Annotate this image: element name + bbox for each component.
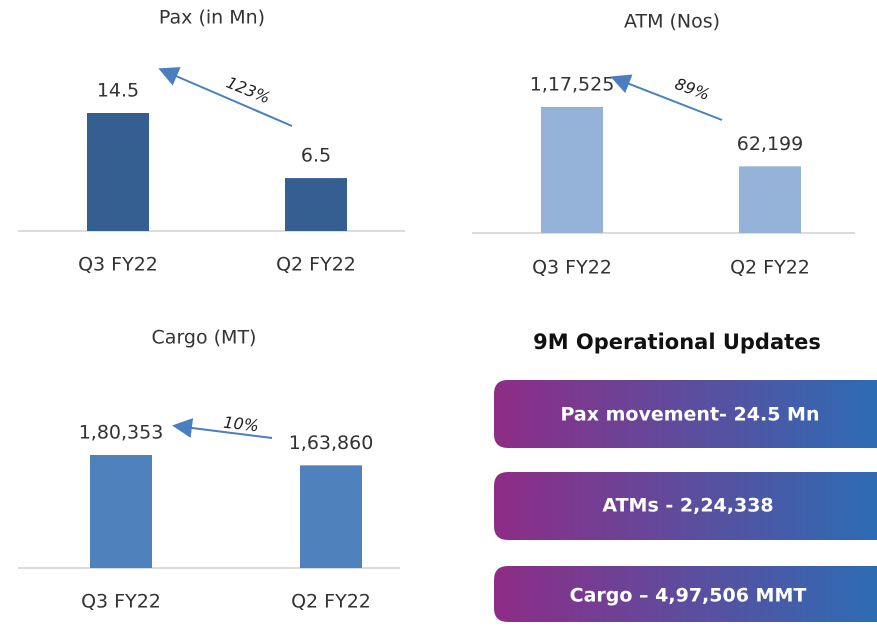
chart-title: Cargo (MT) [152,327,257,349]
category-label: Q2 FY22 [276,254,356,276]
panel-title: 9M Operational Updates [533,330,821,354]
update-box [494,380,877,448]
bar [300,465,362,568]
bar [285,178,347,231]
update-text: Pax movement- 24.5 Mn [561,404,820,426]
chart-title: ATM (Nos) [624,11,720,33]
growth-annotation: 89% [672,74,712,104]
value-label: 1,63,860 [289,432,374,454]
update-text: Cargo – 4,97,506 MMT [570,585,807,607]
value-label: 62,199 [737,133,803,155]
growth-annotation: 10% [222,413,259,436]
trend-arrow [610,74,723,121]
chart-title: Pax (in Mn) [159,7,265,29]
category-label: Q3 FY22 [81,591,161,613]
category-label: Q3 FY22 [78,254,158,276]
growth-annotation: 123% [224,73,274,108]
value-label: 6.5 [301,145,331,167]
value-label: 1,17,525 [530,74,615,96]
bar [90,455,152,568]
category-label: Q3 FY22 [532,257,612,279]
update-box [494,566,877,622]
update-text: ATMs - 2,24,338 [602,495,773,517]
bar [541,107,603,233]
category-label: Q2 FY22 [291,591,371,613]
bar [739,166,801,233]
trend-arrow [158,67,293,127]
value-label: 14.5 [97,80,139,102]
update-box [494,472,877,540]
trend-arrow [172,418,273,439]
category-label: Q2 FY22 [730,257,810,279]
value-label: 1,80,353 [79,422,164,444]
bar [87,113,149,231]
